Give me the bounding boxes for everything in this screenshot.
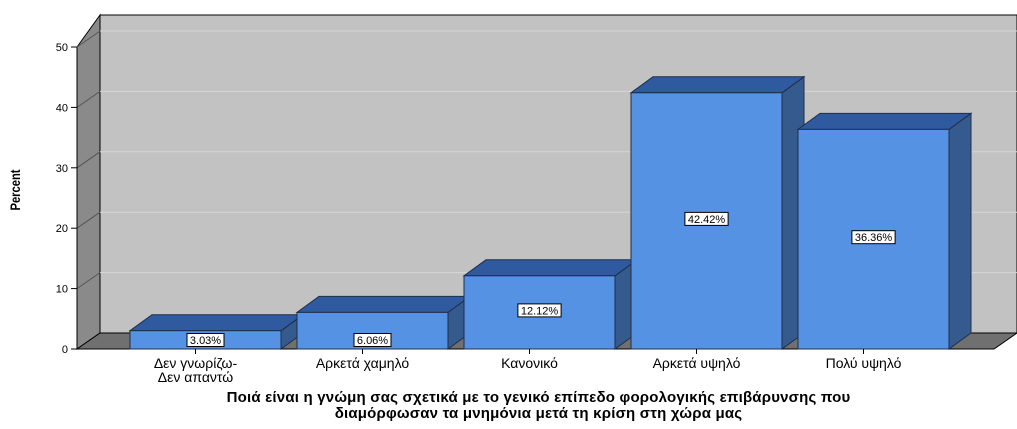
data-label: 42.42% xyxy=(688,214,726,226)
bar xyxy=(296,311,449,350)
y-tick-label: 0 xyxy=(62,344,68,356)
bar-top xyxy=(629,76,806,94)
y-axis-title: Percent xyxy=(8,169,23,211)
bar-top xyxy=(128,314,305,332)
x-tick-label: Δεν απαντώ xyxy=(158,369,233,385)
y-tick-label: 30 xyxy=(56,163,68,175)
gridline-side xyxy=(76,272,101,290)
x-tick-label: Κανονικό xyxy=(501,355,558,371)
bar-top xyxy=(295,295,472,313)
x-axis-title-line-1: Ποιά είναι η γνώμη σας σχετικά με το γεν… xyxy=(226,389,851,406)
y-tick-label: 40 xyxy=(56,102,68,114)
bar-top xyxy=(796,112,973,130)
y-tick-label: 10 xyxy=(56,284,68,296)
x-axis-title-line-2: διαμόρφωσαν τα μνημόνια μετά τη κρίση στ… xyxy=(334,405,743,422)
data-label-box xyxy=(186,333,225,347)
y-tick-label: 20 xyxy=(56,223,68,235)
x-tick-label: Αρκετά υψηλό xyxy=(653,355,741,371)
left-wall xyxy=(76,13,101,350)
bar-side xyxy=(948,112,972,350)
data-label: 3.03% xyxy=(190,335,221,347)
gridline-side xyxy=(76,90,101,108)
x-tick-label: Αρκετά χαμηλό xyxy=(316,355,410,371)
gridline-side xyxy=(76,30,101,48)
gridline-side xyxy=(76,151,101,169)
gridline-side xyxy=(76,211,101,229)
data-label-box xyxy=(684,211,729,226)
data-label: 12.12% xyxy=(521,305,559,317)
data-label: 36.36% xyxy=(855,232,893,244)
y-tick-label: 50 xyxy=(56,42,68,54)
data-label: 6.06% xyxy=(357,335,388,347)
x-axis-title: Ποιά είναι η γνώμη σας σχετικά με το γεν… xyxy=(60,390,1017,422)
x-tick-label: Δεν γνωρίζω- xyxy=(154,355,238,371)
data-label-box xyxy=(353,333,392,347)
x-tick-label: Πολύ υψηλό xyxy=(826,355,902,371)
bar-top xyxy=(462,259,639,277)
data-label-box xyxy=(517,303,562,318)
data-label-box xyxy=(851,230,896,245)
